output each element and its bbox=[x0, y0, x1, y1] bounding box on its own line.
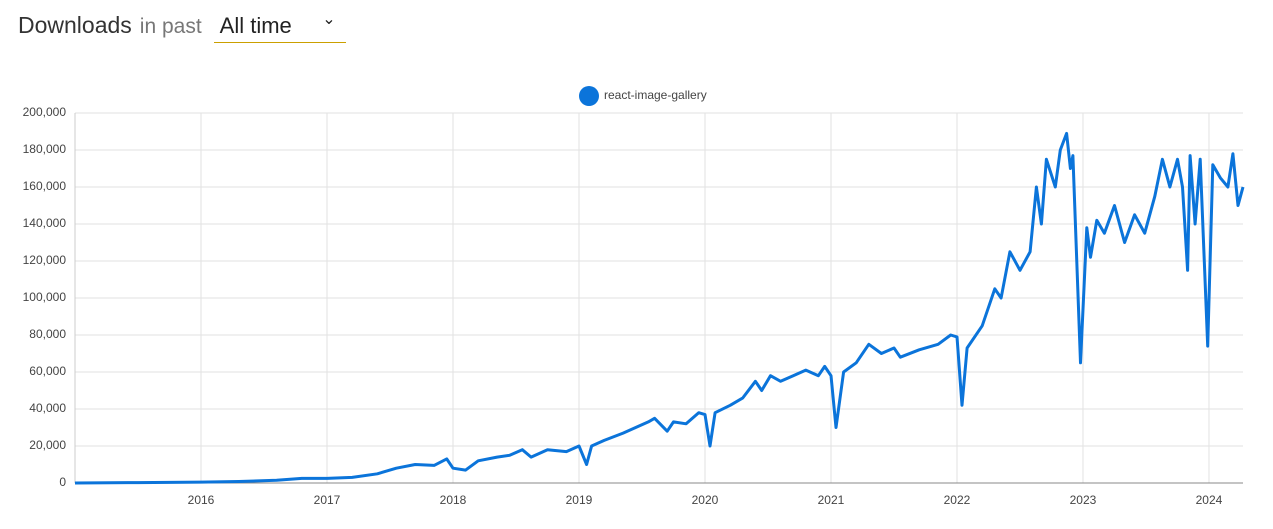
x-tick-label: 2018 bbox=[440, 493, 467, 507]
y-tick-label: 140,000 bbox=[23, 216, 67, 230]
x-tick-label: 2021 bbox=[818, 493, 845, 507]
y-tick-label: 180,000 bbox=[23, 142, 67, 156]
x-tick-label: 2019 bbox=[566, 493, 593, 507]
y-tick-label: 80,000 bbox=[29, 327, 66, 341]
y-tick-label: 100,000 bbox=[23, 290, 67, 304]
y-tick-label: 60,000 bbox=[29, 364, 66, 378]
y-tick-label: 0 bbox=[59, 475, 66, 489]
x-tick-label: 2020 bbox=[692, 493, 719, 507]
y-tick-label: 200,000 bbox=[23, 105, 67, 119]
y-tick-label: 20,000 bbox=[29, 438, 66, 452]
y-tick-label: 120,000 bbox=[23, 253, 67, 267]
subtitle: in past bbox=[139, 15, 202, 38]
x-tick-label: 2016 bbox=[188, 493, 215, 507]
period-select[interactable]: All time bbox=[213, 9, 346, 43]
x-tick-label: 2017 bbox=[314, 493, 341, 507]
header: Downloads in past All time bbox=[18, 9, 346, 43]
legend-swatch bbox=[579, 86, 599, 106]
y-tick-label: 160,000 bbox=[23, 179, 67, 193]
x-tick-label: 2022 bbox=[944, 493, 971, 507]
x-tick-label: 2023 bbox=[1070, 493, 1097, 507]
legend-label: react-image-gallery bbox=[604, 88, 707, 102]
y-tick-label: 40,000 bbox=[29, 401, 66, 415]
x-tick-label: 2024 bbox=[1196, 493, 1223, 507]
title: Downloads bbox=[18, 12, 132, 38]
series-line bbox=[74, 131, 1245, 485]
